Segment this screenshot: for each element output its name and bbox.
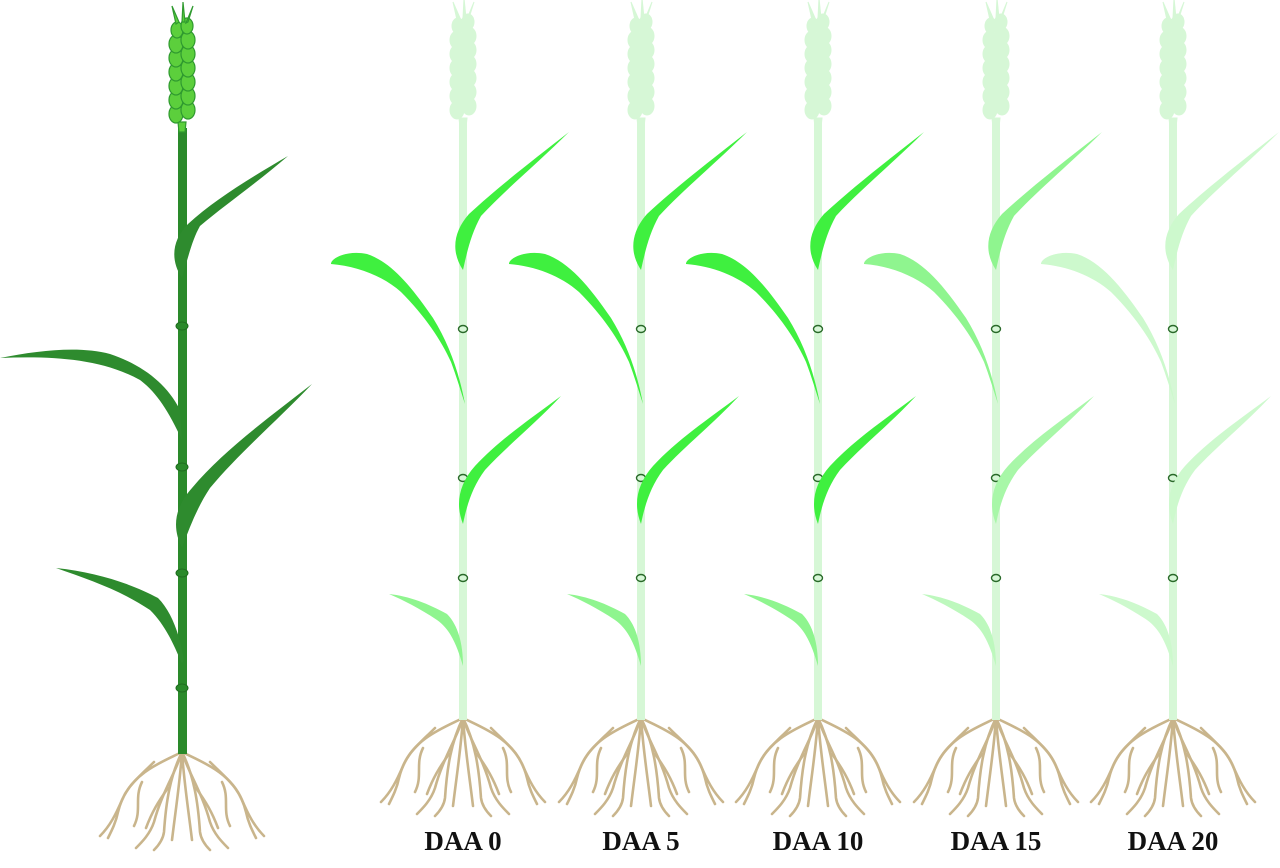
stage-leaf-lower-left [1099, 594, 1173, 666]
stage-leaf-middle-right [637, 396, 739, 524]
stage-leaf-lower-left [389, 594, 463, 666]
stage-plant: DAA 10 [686, 0, 924, 856]
reference-flag-leaf [174, 156, 288, 278]
stage-leaf-upper-left [509, 252, 643, 404]
stage-plant: DAA 5 [509, 0, 747, 856]
stage-label: DAA 0 [424, 826, 501, 856]
stage-node [812, 573, 824, 583]
stage-spike [804, 0, 832, 129]
stage-plant: DAA 0 [331, 0, 569, 856]
stage-leaf-upper-left [864, 252, 998, 404]
stage-spike [449, 0, 477, 129]
reference-roots [98, 750, 266, 852]
stage-roots [912, 716, 1080, 818]
stage-leaf-lower-left [567, 594, 641, 666]
reference-node [175, 321, 189, 331]
stage-roots [734, 716, 902, 818]
stage-stem [637, 120, 645, 720]
stage-plant: DAA 15 [864, 0, 1102, 856]
stage-roots [379, 716, 547, 818]
stage-label: DAA 10 [773, 826, 864, 856]
stage-spike [1159, 0, 1187, 129]
stage-plant: DAA 20 [1041, 0, 1279, 856]
stage-roots [557, 716, 725, 818]
stage-node [635, 573, 647, 583]
stage-leaf-middle-right [459, 396, 561, 524]
stage-stem [992, 120, 1000, 720]
stage-stem [1169, 120, 1177, 720]
stage-node [1167, 324, 1179, 334]
reference-plant [0, 1, 312, 852]
stage-flag-leaf [810, 132, 924, 270]
reference-stem [178, 128, 187, 754]
stage-leaf-middle-right [814, 396, 916, 524]
stage-flag-leaf [988, 132, 1102, 270]
senescence-stages: DAA 0 DAA 5 DAA 10 DAA 15 DAA 20 [331, 0, 1279, 856]
stage-roots [1089, 716, 1257, 818]
stage-node [1167, 573, 1179, 583]
stage-leaf-lower-left [922, 594, 996, 666]
stage-label: DAA 15 [951, 826, 1042, 856]
stage-node [812, 324, 824, 334]
stage-node [635, 324, 647, 334]
stage-node [457, 573, 469, 583]
stage-leaf-lower-left [744, 594, 818, 666]
stage-node [990, 324, 1002, 334]
reference-leaf-middle-right [176, 384, 312, 548]
reference-node [175, 568, 189, 578]
reference-spike [168, 1, 196, 133]
stage-spike [982, 0, 1010, 129]
stage-leaf-upper-left [331, 252, 465, 404]
stage-label: DAA 20 [1128, 826, 1219, 856]
stage-node [990, 573, 1002, 583]
stage-leaf-middle-right [992, 396, 1094, 524]
stage-node [457, 324, 469, 334]
stage-spike [627, 0, 655, 129]
stage-stem [459, 120, 467, 720]
reference-leaf-lower-left [56, 568, 184, 664]
reference-node [175, 462, 189, 472]
stage-leaf-middle-right [1169, 396, 1271, 524]
stage-flag-leaf [633, 132, 747, 270]
stage-flag-leaf [1165, 132, 1279, 270]
reference-node [175, 683, 189, 693]
stage-flag-leaf [455, 132, 569, 270]
reference-leaf-upper-left [0, 349, 182, 440]
stage-label: DAA 5 [602, 826, 679, 856]
stage-leaf-upper-left [1041, 252, 1175, 404]
stage-leaf-upper-left [686, 252, 820, 404]
stage-stem [814, 120, 822, 720]
